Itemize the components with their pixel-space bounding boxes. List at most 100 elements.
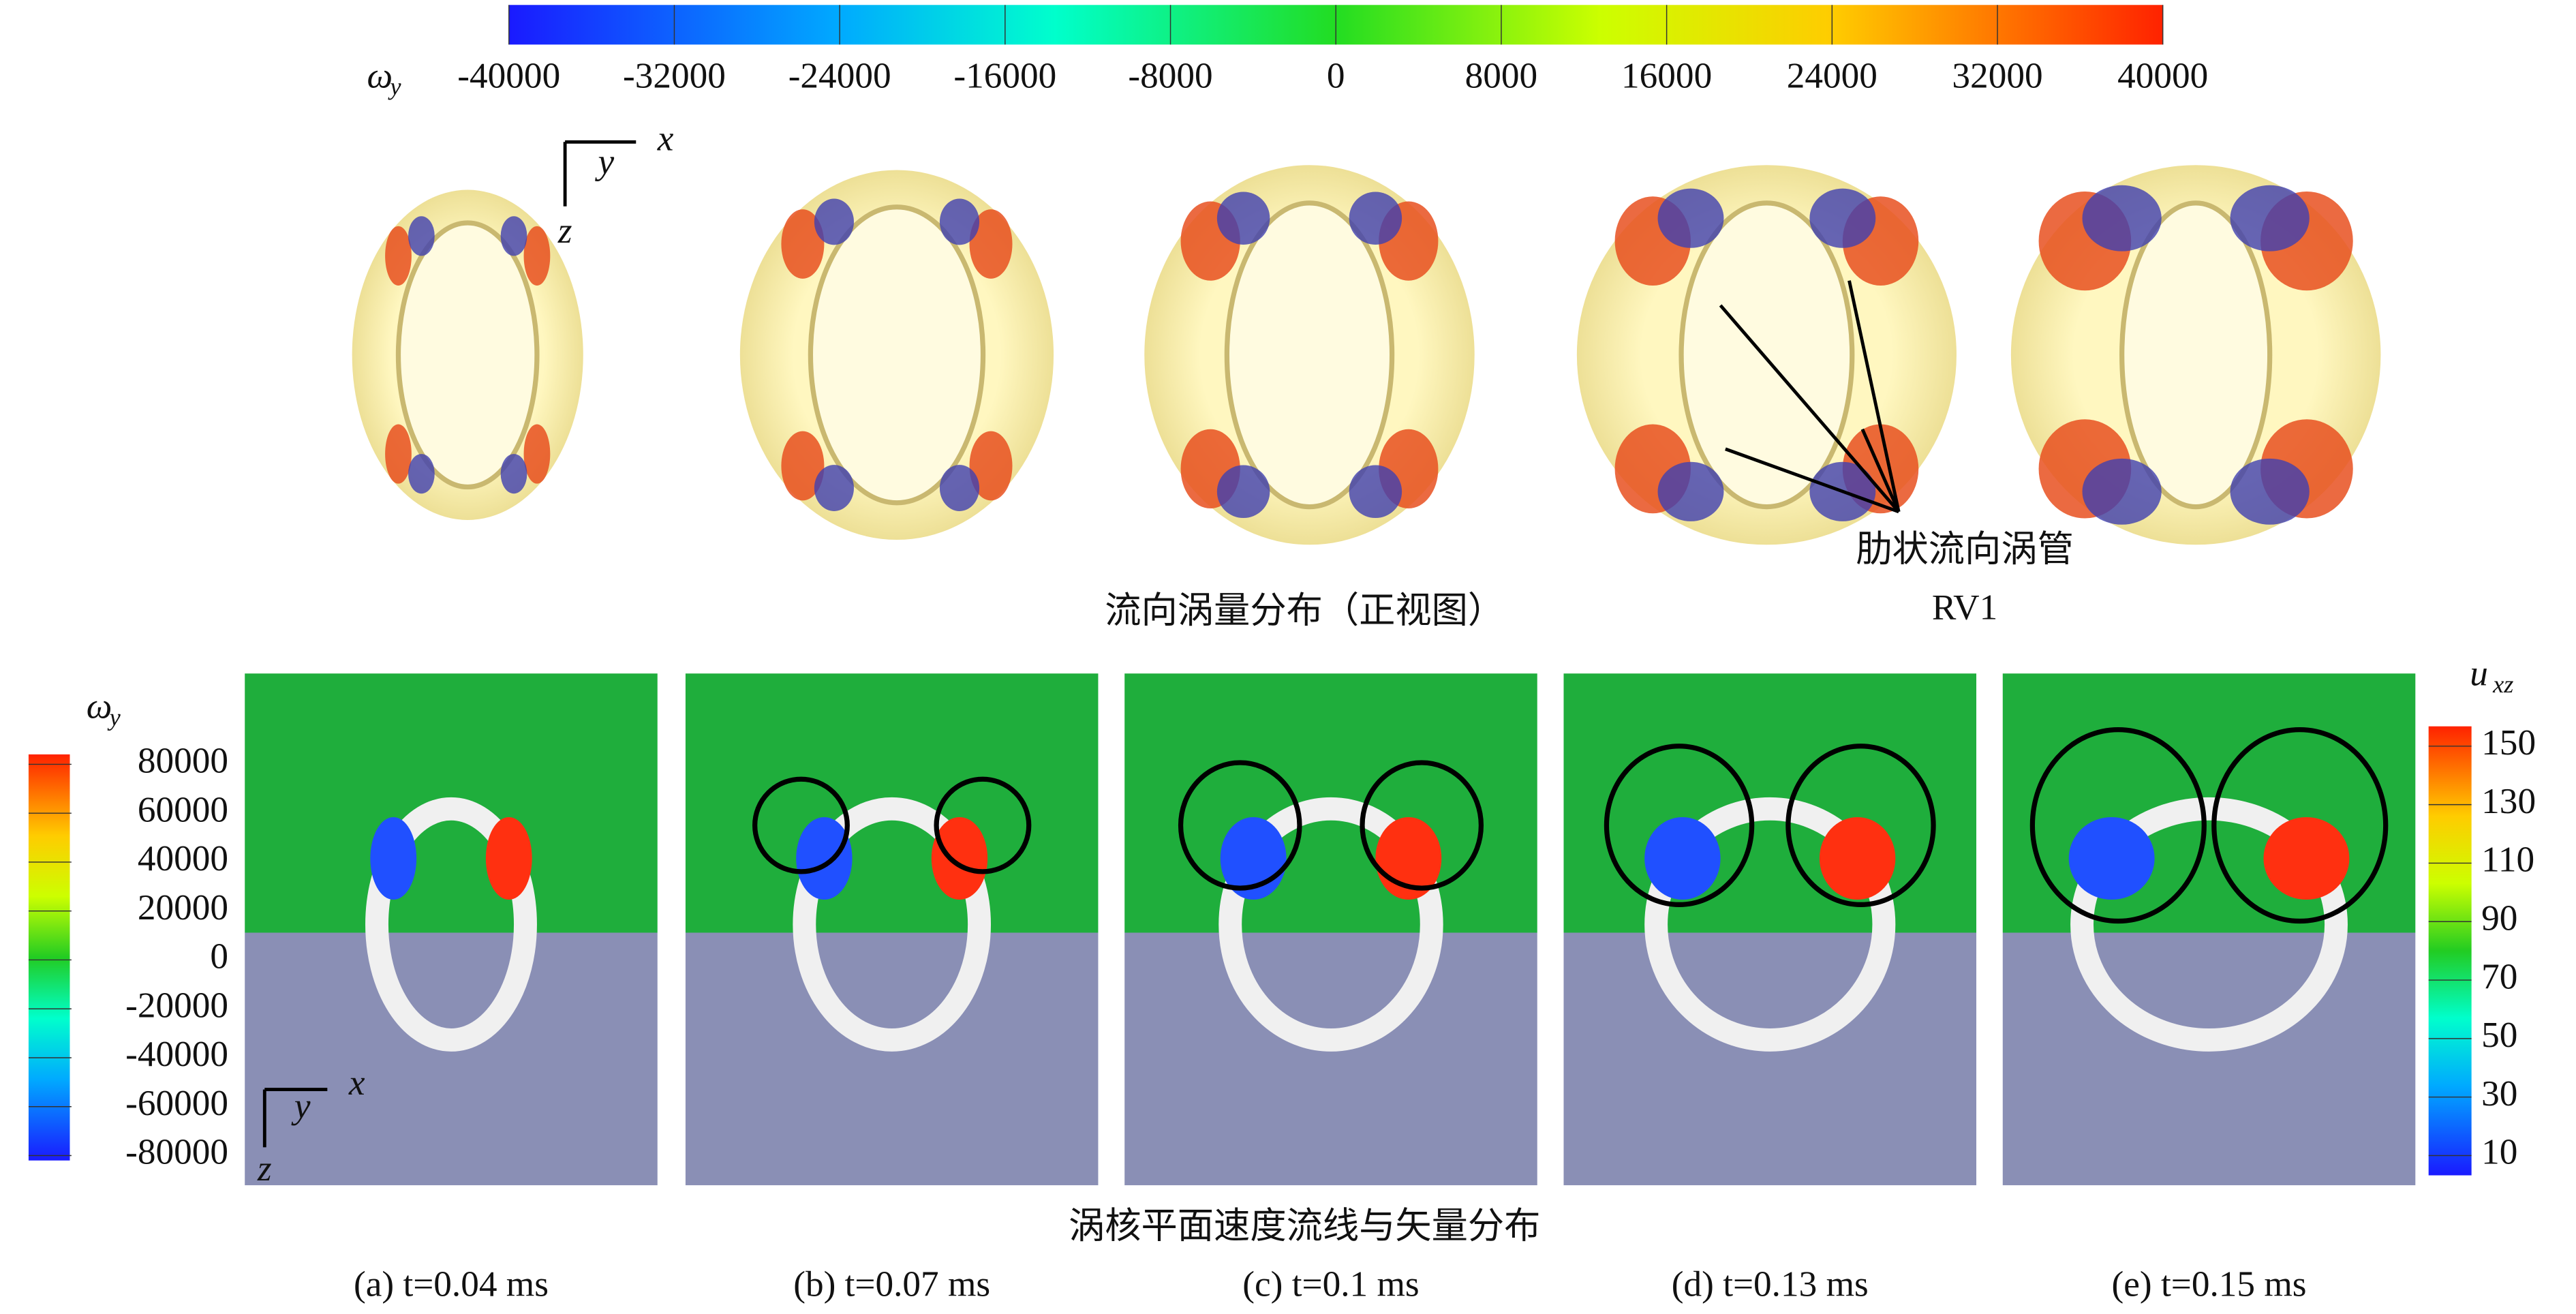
colorbar-tick-label: 32000 [1952, 55, 2042, 95]
vortex-blue [2230, 458, 2310, 525]
vortex-red [385, 424, 412, 484]
axis-label: x [348, 1063, 365, 1103]
vortex-blue [939, 465, 980, 511]
annotation: RV1 [1932, 587, 1997, 627]
vortex-core-red [931, 816, 988, 900]
vortex-blue [500, 216, 527, 256]
vortex-blue [2230, 185, 2310, 251]
panel-label: (d) t=0.13 ms [1672, 1264, 1869, 1304]
vortex-blue [1809, 188, 1876, 248]
hole [395, 220, 540, 490]
panel-bottom [2002, 932, 2416, 1186]
axis-label: y [291, 1086, 311, 1126]
vortex-core-blue [1644, 816, 1721, 900]
vortex-blue [1349, 192, 1402, 245]
colorbar-title: ω [87, 686, 112, 727]
vortex-ring [1218, 797, 1443, 1052]
hole [2119, 200, 2273, 510]
axis-label: z [257, 1148, 272, 1189]
vortex-ring [793, 797, 992, 1052]
vortex-core-red [2263, 816, 2350, 900]
vortex-ring [2070, 797, 2348, 1052]
colorbar-tick-label: 110 [2481, 840, 2534, 880]
axis-triad [262, 140, 637, 1148]
colorbar-tick-label: 130 [2481, 781, 2536, 821]
panel-label: (b) t=0.07 ms [793, 1264, 990, 1304]
streamline [1178, 760, 1302, 891]
colorbar-title: u [2470, 653, 2488, 693]
colorbar-tick-label: -32000 [623, 55, 726, 95]
colorbar-tick-label: -40000 [457, 55, 560, 95]
vortex-red [523, 424, 551, 484]
colorbar-gradient [28, 754, 70, 1161]
caption: 流向涡量分布（正视图） [1105, 590, 1504, 630]
colorbar-tick-label: 30 [2481, 1073, 2517, 1114]
vortex-red [385, 226, 412, 286]
annotation-arrows [1719, 280, 1901, 514]
panels [245, 673, 2416, 1186]
colorbar-tick-label: 150 [2481, 722, 2536, 763]
vortex-blue [408, 216, 435, 256]
vortex-blue [1657, 461, 1724, 521]
vortex-blue [939, 198, 980, 245]
panel-label: (c) t=0.1 ms [1242, 1264, 1419, 1304]
iso-views [352, 165, 2381, 545]
vortex-blue [1216, 192, 1270, 245]
vortex-blue [814, 465, 854, 511]
colorbar-tick-label: 16000 [1621, 55, 1712, 95]
colorbar-tick-label: -20000 [125, 985, 228, 1025]
vortex-core-red [1819, 816, 1896, 900]
colorbar-tick-label: -80000 [125, 1132, 228, 1172]
colorbar-tick-label: -40000 [125, 1034, 228, 1074]
colorbar-title-sub: y [387, 73, 401, 100]
colorbar-tick-label: 40000 [2117, 55, 2208, 95]
vortex-red [969, 431, 1013, 501]
colorbar-tick-label: 10 [2481, 1132, 2517, 1172]
streamline [2211, 727, 2389, 924]
vortex-blue [1216, 465, 1270, 519]
vortex-blue [1349, 465, 1402, 519]
vortex-red [969, 209, 1013, 279]
colorbar-title: ω [367, 55, 393, 95]
vortex-blue [408, 454, 435, 494]
streamline [1604, 744, 1755, 907]
streamline [752, 776, 850, 874]
panel-bottom [1563, 932, 1977, 1186]
streamline [1785, 744, 1936, 907]
hole [808, 204, 986, 506]
vortex-red [523, 226, 551, 286]
panel-bottom [685, 932, 1099, 1186]
colorbar-title-sub: y [107, 703, 121, 731]
streamline [1360, 760, 1484, 891]
axis-label: y [595, 141, 615, 181]
colorbar-tick-label: 70 [2481, 956, 2517, 996]
vortex-core-blue [2068, 816, 2155, 900]
vortex-core-blue [370, 816, 417, 900]
colorbar-tick-label: -16000 [953, 55, 1056, 95]
colorbar-tick-label: 80000 [138, 741, 228, 781]
panel-label: (e) t=0.15 ms [2112, 1264, 2307, 1304]
vortex-core-blue [796, 816, 853, 900]
axis-label: z [557, 211, 572, 251]
panel-label: (a) t=0.04 ms [354, 1264, 549, 1304]
vortex-red [781, 209, 825, 279]
vortex-blue [814, 198, 854, 245]
panel-bottom [1124, 932, 1537, 1186]
vortex-blue [2082, 185, 2162, 251]
colorbar-tick-label: 90 [2481, 898, 2517, 938]
caption: 涡核平面速度流线与矢量分布 [1069, 1206, 1540, 1247]
colorbar-tick-label: 24000 [1787, 55, 1877, 95]
panel-bottom [245, 932, 658, 1186]
annotation: 肋状流向涡管 [1856, 530, 2074, 570]
colorbar-tick-label: 8000 [1465, 55, 1538, 95]
colorbar-tick-label: 20000 [138, 887, 228, 928]
streamline [934, 776, 1032, 874]
vortex-ring [1644, 797, 1896, 1052]
colorbar-tick-label: 40000 [138, 838, 228, 878]
vortex-ring [365, 797, 537, 1052]
axis-label: x [657, 119, 674, 159]
vortex-red [781, 431, 825, 501]
hole [1678, 200, 1855, 510]
colorbar-tick-label: 60000 [138, 789, 228, 829]
